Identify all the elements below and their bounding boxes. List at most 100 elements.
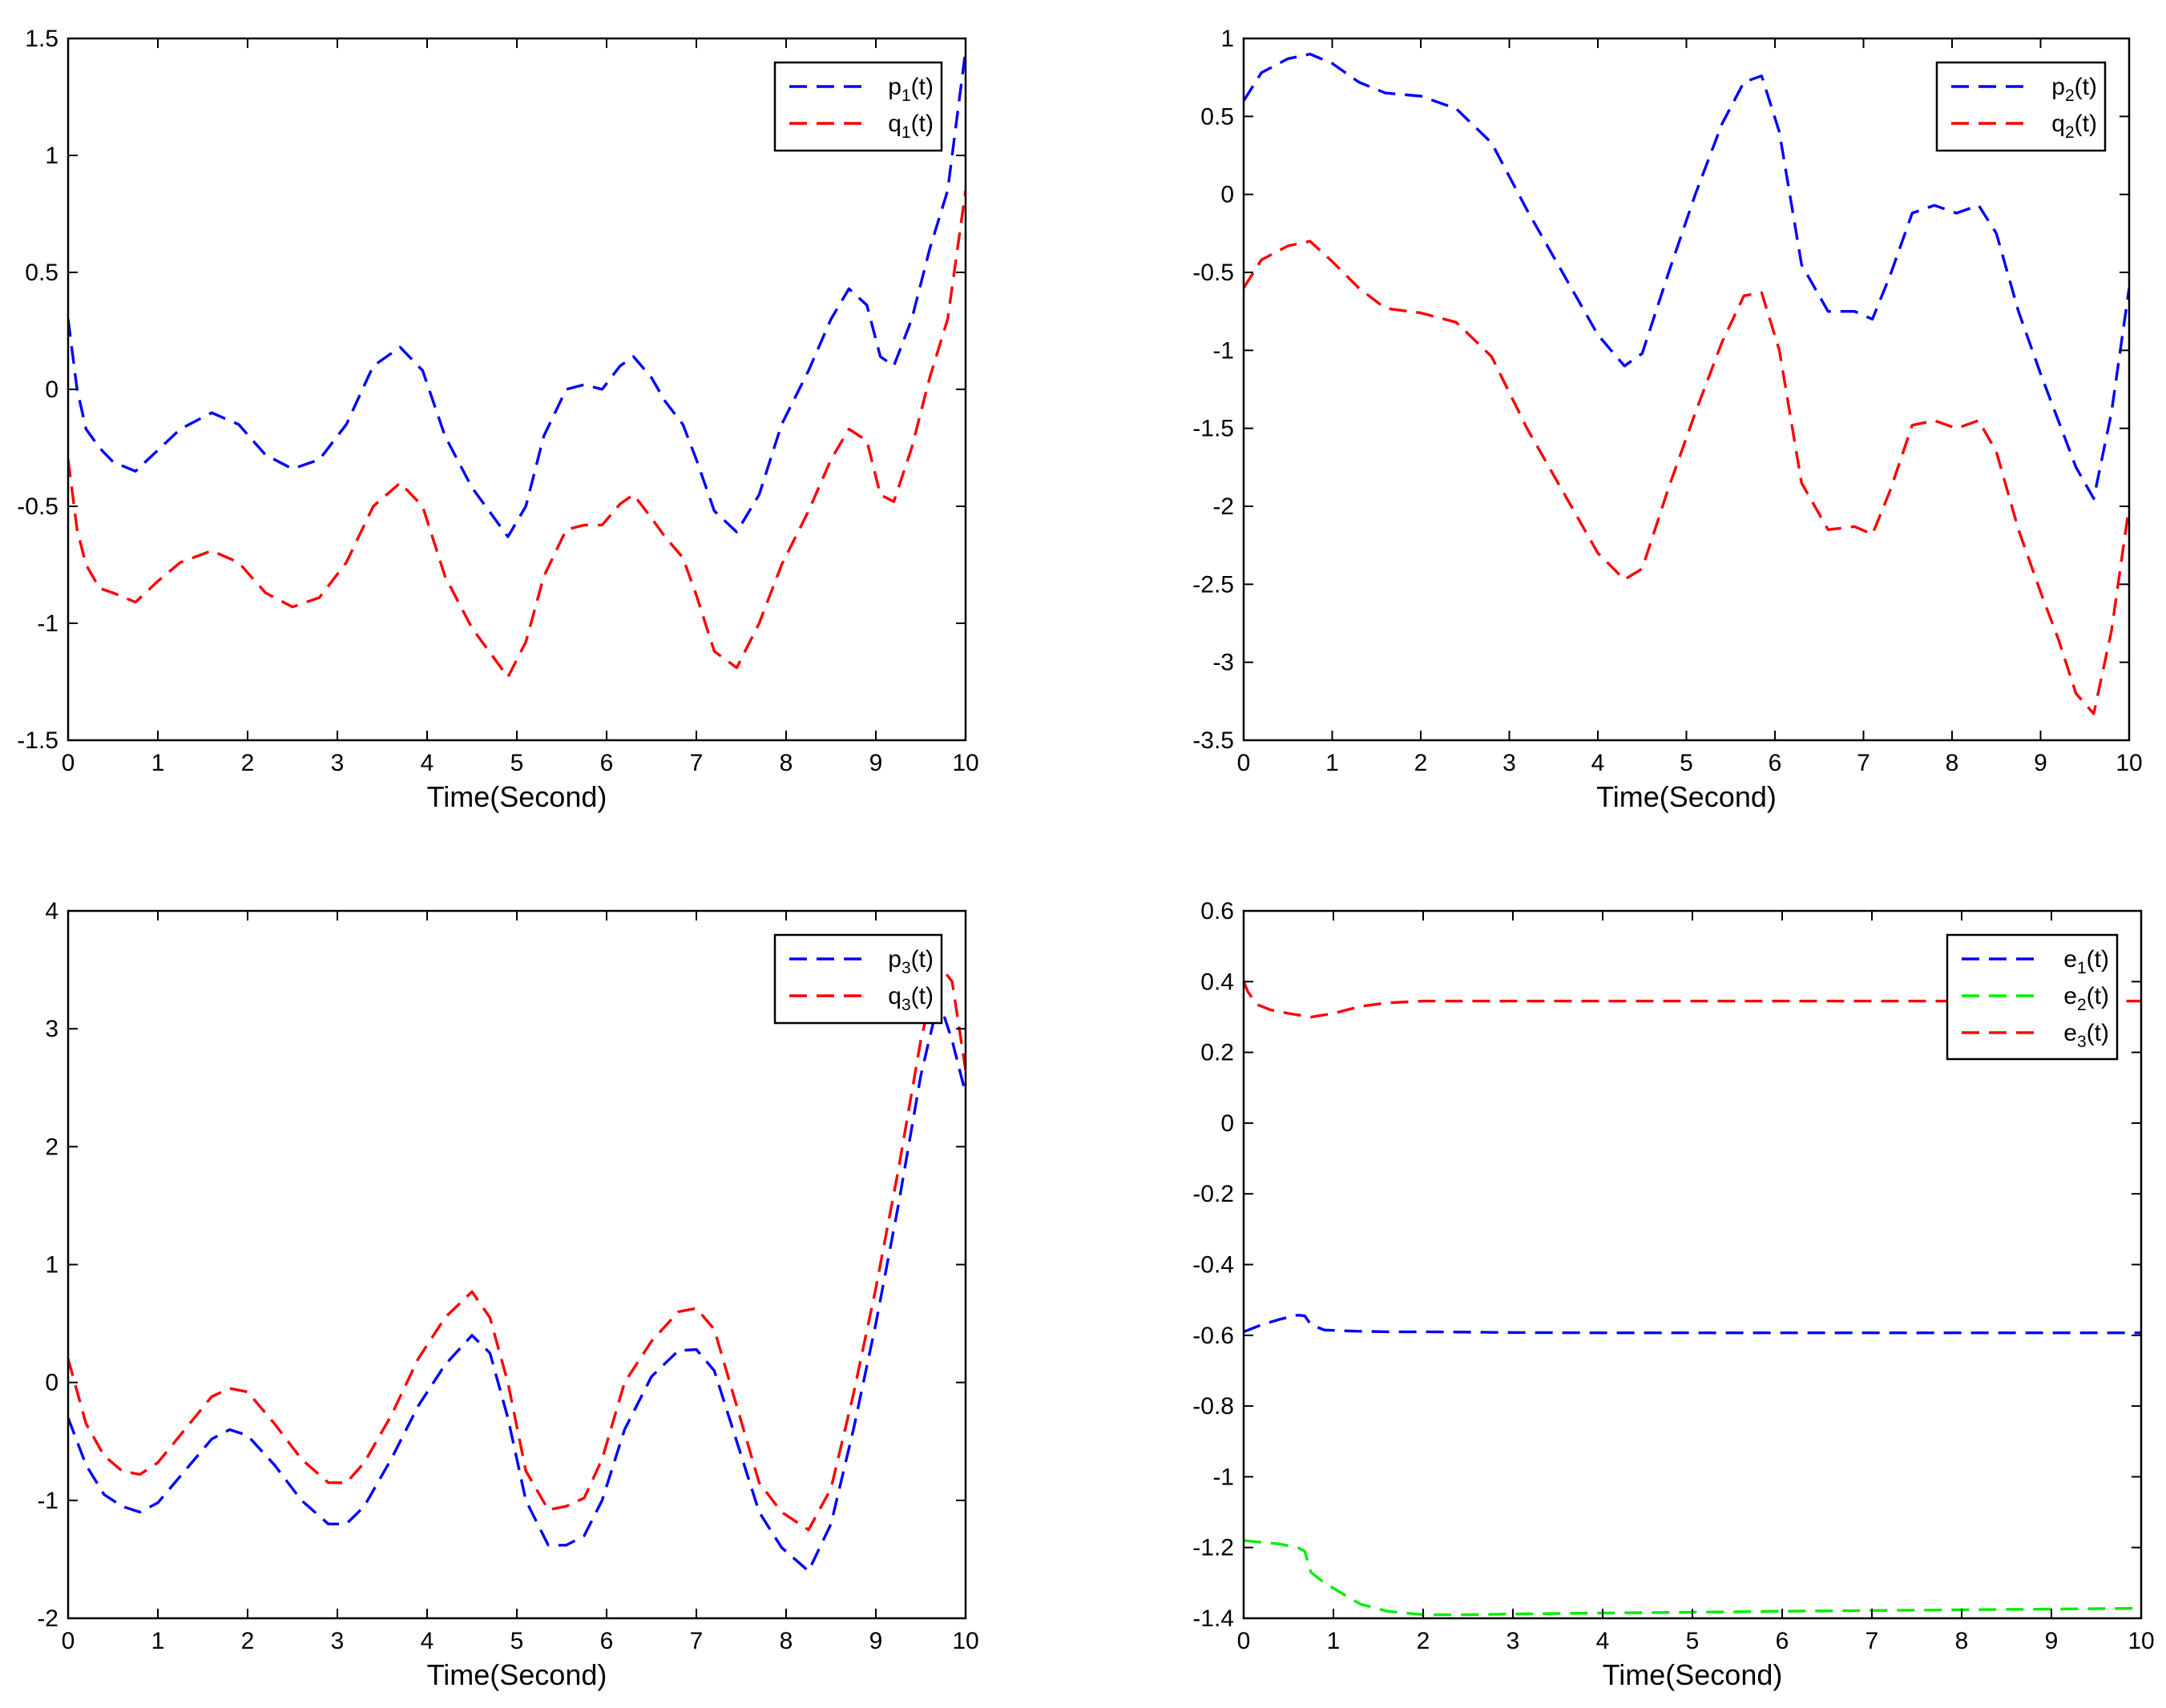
y-tick-label: -1 bbox=[1212, 337, 1234, 364]
x-tick-label: 0 bbox=[62, 750, 75, 776]
series-line-p2 bbox=[1244, 52, 2129, 500]
x-tick-label: 10 bbox=[2128, 1628, 2154, 1654]
x-tick-label: 8 bbox=[1955, 1628, 1969, 1654]
y-tick-label: 1 bbox=[45, 143, 58, 169]
x-tick-label: 2 bbox=[1417, 1628, 1430, 1654]
x-tick-label: 3 bbox=[331, 1628, 345, 1654]
series-line-e2 bbox=[1244, 1539, 2141, 1617]
y-tick-label: 4 bbox=[45, 898, 58, 924]
x-tick-label: 0 bbox=[1237, 750, 1251, 776]
chart-panel-1: 0 1 2 3 4 5 6 7 8 9 10 -1.5 -1 -0.5 0 0.5 1 1.5 Time(Secon… bbox=[17, 26, 978, 813]
chart-panel-2: 0 1 2 3 4 5 6 7 8 9 10 -3.5 -3 -2.5 -2 -1.5 -1 -0.5 0 0.5 1 T… bbox=[1192, 26, 2142, 813]
x-tick-label: 4 bbox=[421, 750, 434, 776]
series-line-q3 bbox=[68, 962, 966, 1532]
x-tick-label: 5 bbox=[510, 1628, 524, 1654]
x-tick-label: 5 bbox=[510, 750, 524, 776]
y-tick-label: -0.4 bbox=[1192, 1252, 1234, 1279]
y-tick-label: -0.2 bbox=[1192, 1181, 1234, 1207]
y-tick-label: -2 bbox=[37, 1605, 58, 1632]
legend-box bbox=[773, 933, 943, 1025]
x-tick-label: 4 bbox=[1591, 750, 1605, 776]
x-tick-label: 6 bbox=[600, 750, 614, 776]
legend-label-e3: e3(t) bbox=[2063, 1020, 2109, 1051]
y-tick-label: -0.6 bbox=[1192, 1323, 1234, 1349]
legend: p3(t) q3(t) bbox=[773, 933, 943, 1025]
legend-label-p3: p3(t) bbox=[888, 946, 934, 977]
legend: p2(t) q2(t) bbox=[1935, 61, 2107, 152]
y-tick-label: -1.2 bbox=[1192, 1535, 1234, 1561]
x-tick-label: 7 bbox=[1857, 750, 1870, 776]
y-tick-label: 0 bbox=[1220, 1110, 1234, 1137]
legend-label-p2: p2(t) bbox=[2051, 74, 2097, 105]
x-tick-label: 2 bbox=[241, 750, 255, 776]
chart-panel-3: 0 1 2 3 4 5 6 7 8 9 10 -2 -1 0 1 2 3 4 Time(Second) p3(t) q3… bbox=[37, 898, 978, 1691]
x-tick-label: 0 bbox=[1237, 1628, 1251, 1654]
y-tick-label: -2.5 bbox=[1192, 571, 1234, 598]
y-tick-label: 3 bbox=[45, 1016, 58, 1042]
x-tick-label: 0 bbox=[62, 1628, 75, 1654]
y-tick-label: -0.5 bbox=[1192, 260, 1234, 286]
x-tick-label: 6 bbox=[1769, 750, 1782, 776]
y-tick-label: -1 bbox=[1212, 1464, 1234, 1490]
x-tick-label: 1 bbox=[151, 750, 165, 776]
legend-label-p1: p1(t) bbox=[888, 74, 934, 105]
legend: e1(t) e2(t) e3(t) bbox=[1946, 933, 2119, 1061]
x-tick-label: 9 bbox=[2045, 1628, 2059, 1654]
x-tick-label: 10 bbox=[952, 750, 978, 776]
x-tick-label: 1 bbox=[1325, 750, 1339, 776]
y-tick-label: -1.5 bbox=[17, 727, 58, 754]
y-tick-label: 0.6 bbox=[1200, 898, 1234, 924]
legend-label-e1: e1(t) bbox=[2063, 946, 2109, 977]
y-tick-label: 0.2 bbox=[1200, 1040, 1234, 1066]
legend-box bbox=[773, 61, 943, 152]
x-tick-label: 5 bbox=[1680, 750, 1693, 776]
y-tick-label: 1 bbox=[45, 1252, 58, 1279]
x-tick-label: 4 bbox=[421, 1628, 434, 1654]
series-line-e3 bbox=[1244, 981, 2141, 1019]
y-tick-label: -2 bbox=[1212, 493, 1234, 520]
x-tick-label: 3 bbox=[331, 750, 345, 776]
legend-label-q3: q3(t) bbox=[888, 983, 934, 1014]
x-tick-label: 9 bbox=[2034, 750, 2047, 776]
x-tick-label: 10 bbox=[2116, 750, 2142, 776]
y-tick-label: -0.8 bbox=[1192, 1393, 1234, 1420]
x-tick-label: 1 bbox=[151, 1628, 165, 1654]
legend: p1(t) q1(t) bbox=[773, 61, 943, 152]
x-tick-label: 9 bbox=[869, 1628, 883, 1654]
chart-panel-4: 0 1 2 3 4 5 6 7 8 9 10 -1.4 -1.2 -1 -0.8 -0.6 -0.4 -0.2 0 0… bbox=[1192, 898, 2154, 1691]
series-line-q2 bbox=[1244, 240, 2129, 715]
legend-box bbox=[1935, 61, 2107, 152]
x-tick-label: 5 bbox=[1686, 1628, 1700, 1654]
y-tick-label: -3.5 bbox=[1192, 727, 1234, 754]
legend-label-q2: q2(t) bbox=[2051, 111, 2097, 142]
x-axis-label: Time(Second) bbox=[1596, 780, 1777, 813]
y-tick-label: -1 bbox=[37, 610, 58, 637]
x-tick-label: 8 bbox=[780, 750, 793, 776]
x-tick-label: 9 bbox=[869, 750, 883, 776]
y-tick-label: -1.4 bbox=[1192, 1605, 1234, 1632]
x-tick-label: 3 bbox=[1502, 750, 1516, 776]
y-tick-label: 0 bbox=[1220, 182, 1234, 208]
y-tick-label: 0.5 bbox=[25, 260, 58, 286]
x-tick-label: 6 bbox=[600, 1628, 614, 1654]
x-tick-label: 8 bbox=[1946, 750, 1959, 776]
y-tick-label: 0 bbox=[45, 377, 58, 403]
y-tick-label: -1.5 bbox=[1192, 416, 1234, 442]
x-tick-label: 1 bbox=[1327, 1628, 1341, 1654]
y-tick-label: 0.4 bbox=[1200, 969, 1234, 995]
series-line-q1 bbox=[68, 190, 966, 679]
x-tick-label: 6 bbox=[1776, 1628, 1789, 1654]
x-tick-label: 7 bbox=[690, 750, 704, 776]
x-tick-label: 2 bbox=[1414, 750, 1428, 776]
x-tick-label: 10 bbox=[952, 1628, 978, 1654]
series-line-e1 bbox=[1244, 1313, 2141, 1335]
y-tick-label: 1 bbox=[1220, 26, 1234, 52]
x-axis-label: Time(Second) bbox=[1603, 1658, 1783, 1691]
x-tick-label: 3 bbox=[1507, 1628, 1520, 1654]
y-tick-label: -0.5 bbox=[17, 493, 58, 520]
x-tick-label: 7 bbox=[690, 1628, 704, 1654]
series-line-p1 bbox=[68, 50, 966, 538]
y-tick-label: 1.5 bbox=[25, 26, 58, 52]
legend-label-e2: e2(t) bbox=[2063, 983, 2109, 1014]
